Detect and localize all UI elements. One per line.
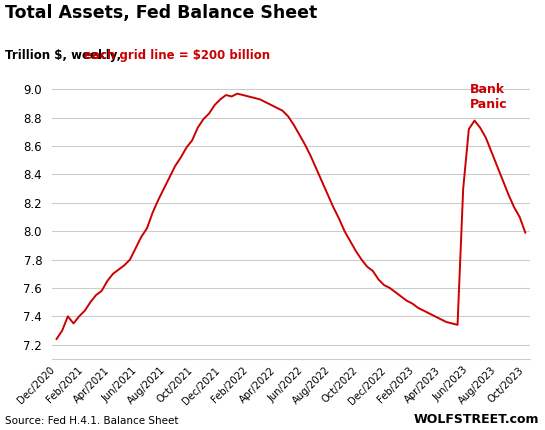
Text: WOLFSTREET.com: WOLFSTREET.com	[414, 413, 540, 426]
Text: each grid line = $200 billion: each grid line = $200 billion	[84, 49, 270, 62]
Text: Total Assets, Fed Balance Sheet: Total Assets, Fed Balance Sheet	[5, 4, 318, 22]
Text: Trillion $, weekly,: Trillion $, weekly,	[5, 49, 126, 62]
Text: Source: Fed H.4.1. Balance Sheet: Source: Fed H.4.1. Balance Sheet	[5, 416, 179, 426]
Text: Bank
Panic: Bank Panic	[470, 83, 508, 111]
